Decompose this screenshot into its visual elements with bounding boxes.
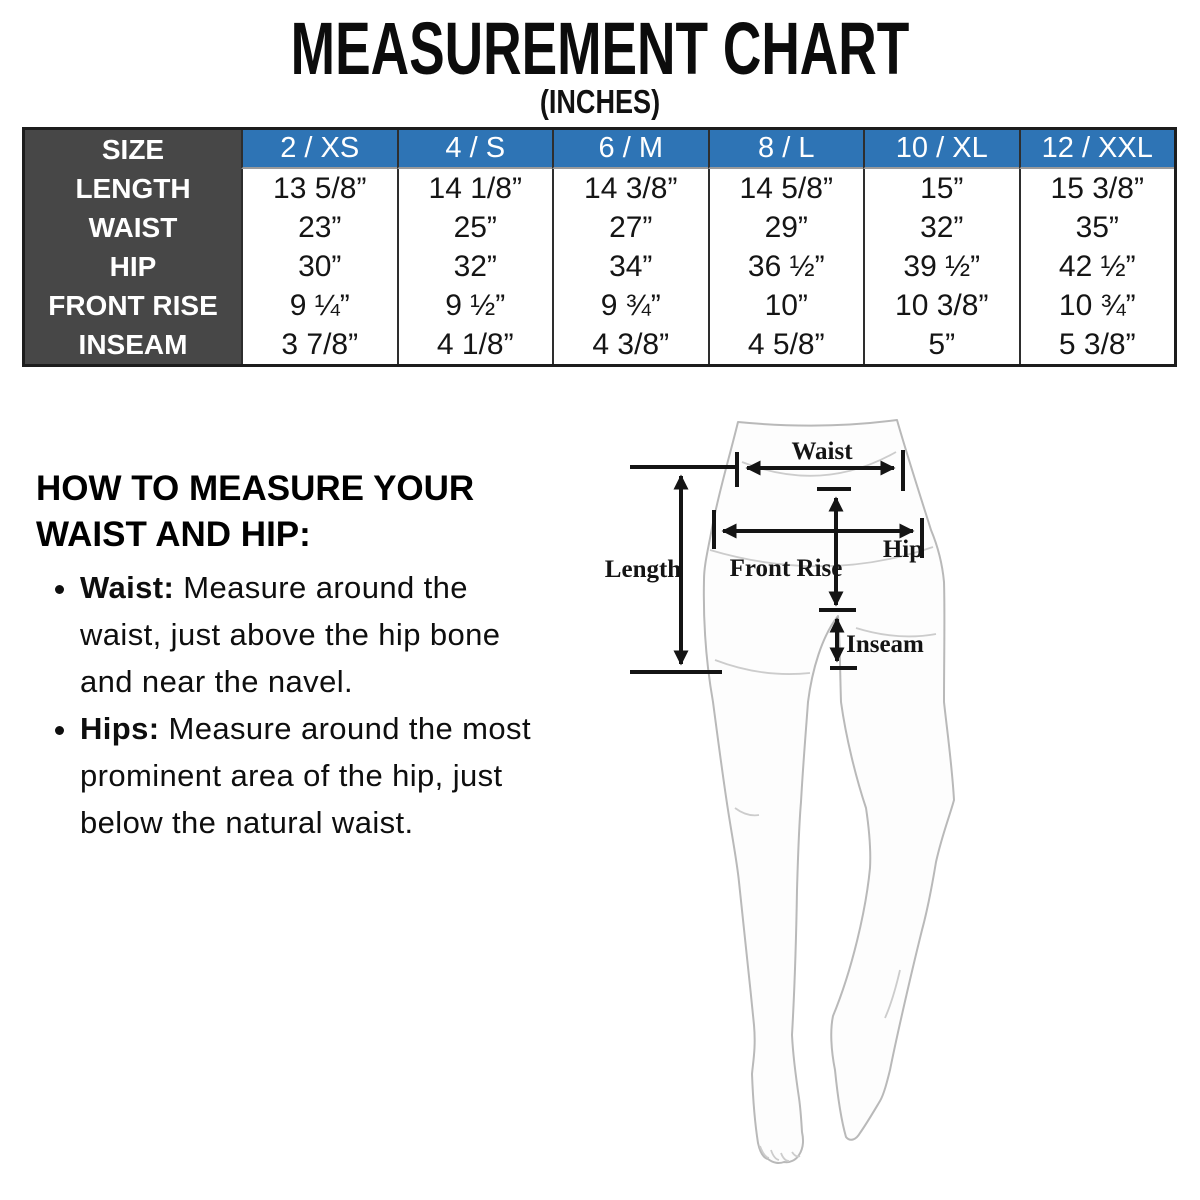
table-cell: 3 7/8” bbox=[241, 325, 397, 364]
hip-diagram-label: Hip bbox=[883, 536, 923, 563]
table-cell: 15 3/8” bbox=[1018, 169, 1175, 208]
table-cell: 5” bbox=[863, 325, 1019, 364]
table-cell: 13 5/8” bbox=[241, 169, 397, 208]
table-cell: 32” bbox=[863, 208, 1019, 247]
row-label-waist: WAIST bbox=[25, 208, 241, 247]
table-cell: 4 3/8” bbox=[552, 325, 708, 364]
length-diagram-label: Length bbox=[605, 556, 682, 583]
table-cell: 15” bbox=[863, 169, 1019, 208]
bullet-text: Measure around the waist, just above the… bbox=[80, 570, 501, 699]
size-col-header: 6 / M bbox=[552, 130, 708, 169]
howto-section: HOW TO MEASURE YOUR WAIST AND HIP: Waist… bbox=[36, 466, 550, 846]
table-corner-label: SIZE bbox=[25, 130, 241, 169]
table-cell: 10 ¾” bbox=[1018, 286, 1175, 325]
bullet-text: Measure around the most prominent area o… bbox=[80, 711, 531, 840]
howto-heading: HOW TO MEASURE YOUR WAIST AND HIP: bbox=[36, 469, 475, 554]
table-cell: 35” bbox=[1018, 208, 1175, 247]
table-cell: 23” bbox=[241, 208, 397, 247]
size-col-header: 4 / S bbox=[396, 130, 552, 169]
bullet-label: Hips: bbox=[80, 711, 160, 746]
table-cell: 27” bbox=[552, 208, 708, 247]
page-subtitle: (INCHES) bbox=[539, 83, 661, 120]
table-cell: 14 1/8” bbox=[396, 169, 553, 208]
front-rise-diagram-label: Front Rise bbox=[730, 555, 843, 582]
measurement-table: SIZE 2 / XS 4 / S 6 / M 8 / L 10 / XL 12… bbox=[22, 127, 1177, 367]
table-cell: 25” bbox=[396, 208, 553, 247]
page-title: MEASUREMENT CHART bbox=[290, 7, 910, 90]
table-cell: 10” bbox=[707, 286, 864, 325]
table-cell: 4 5/8” bbox=[707, 325, 864, 364]
size-col-header: 8 / L bbox=[707, 130, 863, 169]
inseam-diagram-label: Inseam bbox=[846, 631, 924, 658]
list-item-waist: Waist: Measure around the waist, just ab… bbox=[80, 564, 550, 705]
table-cell: 9 ½” bbox=[396, 286, 553, 325]
table-cell: 39 ½” bbox=[863, 247, 1019, 286]
table-cell: 10 3/8” bbox=[863, 286, 1019, 325]
table-cell: 29” bbox=[707, 208, 864, 247]
waist-diagram-label: Waist bbox=[791, 438, 853, 465]
bullet-label: Waist: bbox=[80, 570, 175, 605]
measurement-arrows bbox=[630, 450, 924, 674]
size-col-header: 12 / XXL bbox=[1018, 130, 1174, 169]
row-label-length: LENGTH bbox=[25, 169, 241, 208]
table-cell: 14 5/8” bbox=[707, 169, 864, 208]
legs-figure-sketch bbox=[702, 419, 955, 1164]
list-item-hips: Hips: Measure around the most prominent … bbox=[80, 705, 550, 846]
table-cell: 9 ¾” bbox=[552, 286, 708, 325]
legs-measurement-diagram: Waist Hip Length Front Rise Inseam bbox=[605, 419, 955, 1164]
table-cell: 5 3/8” bbox=[1018, 325, 1175, 364]
table-cell: 4 1/8” bbox=[396, 325, 553, 364]
table-cell: 30” bbox=[241, 247, 397, 286]
row-label-front-rise: FRONT RISE bbox=[25, 286, 241, 325]
size-col-header: 10 / XL bbox=[863, 130, 1019, 169]
howto-list: Waist: Measure around the waist, just ab… bbox=[36, 564, 550, 846]
table-cell: 9 ¼” bbox=[241, 286, 397, 325]
table-cell: 42 ½” bbox=[1018, 247, 1175, 286]
table-cell: 36 ½” bbox=[707, 247, 864, 286]
table-cell: 34” bbox=[552, 247, 708, 286]
row-label-inseam: INSEAM bbox=[25, 325, 241, 364]
row-label-hip: HIP bbox=[25, 247, 241, 286]
table-cell: 32” bbox=[396, 247, 553, 286]
table-cell: 14 3/8” bbox=[552, 169, 708, 208]
size-col-header: 2 / XS bbox=[241, 130, 397, 169]
